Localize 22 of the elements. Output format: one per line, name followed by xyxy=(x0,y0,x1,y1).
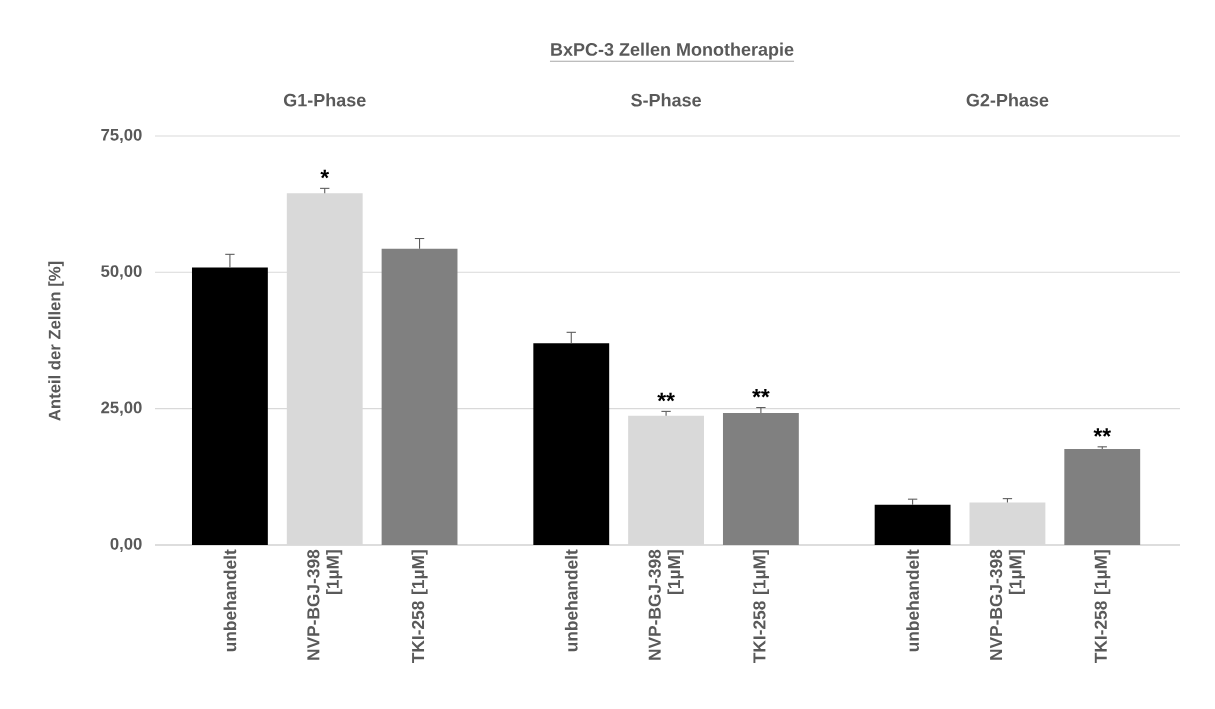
data-label: ** xyxy=(1093,428,1112,437)
x-tick-label: NVP-BGJ-398 [1µM] xyxy=(648,549,684,660)
x-tick-label: TKI-258 [1µM] xyxy=(411,550,428,664)
y-tick-label: 50,00 xyxy=(101,265,142,280)
text: G2-Phase xyxy=(966,93,1049,107)
text: S-Phase xyxy=(631,93,701,107)
data-label: ** xyxy=(752,389,770,398)
x-tick-label: unbehandelt xyxy=(906,549,919,652)
x-tick-label: NVP-BGJ-398 [1µM] xyxy=(989,549,1025,660)
x-tick-label: unbehandelt xyxy=(564,549,578,652)
chart-title: BxPC-3 Zellen Monotherapie xyxy=(551,42,794,60)
x-tick-label: TKI-258 [1µM] xyxy=(1094,550,1111,664)
x-tick-label: unbehandelt xyxy=(223,549,237,652)
y-tick-label: 25,00 xyxy=(101,401,142,416)
x-tick-label: TKI-258 [1µM] xyxy=(752,550,769,664)
data-label: * xyxy=(320,169,330,179)
y-tick-label: 0,00 xyxy=(110,537,142,553)
y-tick-label: 75,00 xyxy=(101,128,142,144)
data-label: ** xyxy=(657,392,675,402)
y-axis-title: Anteil der Zellen [%] xyxy=(48,261,64,421)
text: G1-Phase xyxy=(283,93,366,107)
x-tick-label: NVP-BGJ-398 [1µM] xyxy=(307,549,343,660)
